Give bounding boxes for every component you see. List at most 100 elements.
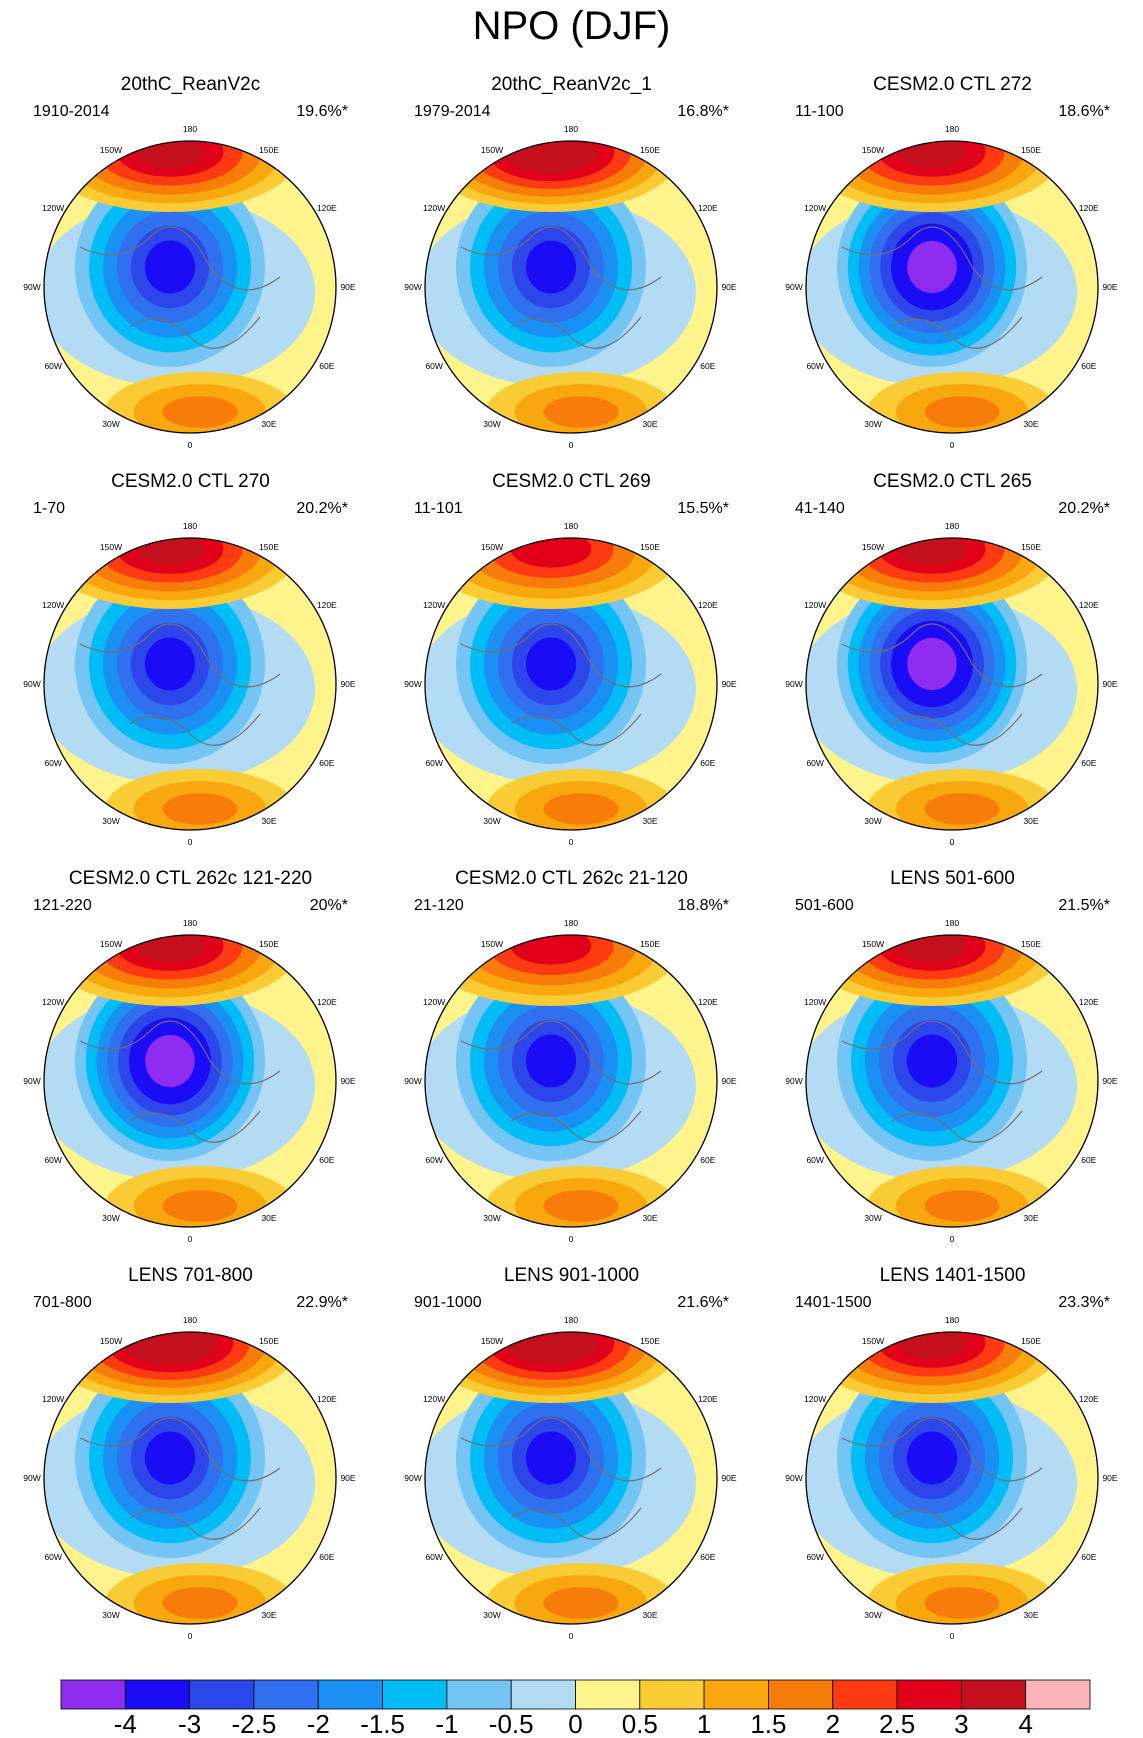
map-panel: 180 150E 120E 90E 60E 30E 0 30W 60W 90W 120W 150W CE…	[762, 469, 1143, 866]
positive-contour	[148, 1333, 192, 1353]
longitude-label: 30E	[261, 1610, 276, 1620]
negative-contour	[525, 240, 577, 294]
colorbar-label: -3	[178, 1709, 201, 1738]
longitude-label: 150E	[259, 542, 279, 552]
coastline	[79, 1417, 281, 1540]
panel-variance: 16.8%*	[677, 103, 729, 120]
coastline	[460, 623, 662, 746]
longitude-label: 60W	[425, 1552, 442, 1562]
longitude-label: 90W	[404, 1076, 421, 1086]
longitude-label: 30W	[483, 816, 500, 826]
positive-contour	[529, 142, 573, 162]
colorbar-label: -1	[435, 1709, 458, 1738]
positive-contour	[924, 1587, 1000, 1619]
longitude-label: 60E	[1081, 361, 1096, 371]
longitude-label: 90E	[721, 679, 736, 689]
negative-contour	[907, 240, 957, 294]
longitude-label: 60E	[1081, 758, 1096, 768]
longitude-label: 0	[569, 837, 574, 847]
polar-map: 180 150E 120E 90E 60E 30E 0 30W 60W 90W 120W 150W	[785, 1315, 1118, 1641]
negative-contour	[145, 1034, 195, 1088]
longitude-label: 60E	[700, 1155, 715, 1165]
longitude-label: 150E	[1021, 939, 1041, 949]
longitude-label: 30E	[642, 419, 657, 429]
map-boundary	[805, 537, 1099, 831]
longitude-label: 150W	[100, 939, 122, 949]
panel-variance: 22.9%*	[296, 1294, 348, 1311]
longitude-label: 120E	[698, 203, 718, 213]
coastline	[460, 1020, 662, 1143]
longitude-label: 60W	[44, 1155, 61, 1165]
panel-period: 11-100	[795, 103, 844, 120]
longitude-label: 90E	[340, 282, 355, 292]
longitude-label: 60W	[44, 758, 61, 768]
coastline	[79, 1020, 281, 1143]
panel-title: LENS 901-1000	[503, 1265, 640, 1286]
longitude-label: 90E	[721, 1473, 736, 1483]
colorbar-swatch	[1025, 1679, 1091, 1710]
longitude-label: 90W	[785, 282, 802, 292]
panel-variance: 20.2%*	[296, 500, 348, 517]
longitude-label: 90W	[785, 1473, 802, 1483]
longitude-label: 150E	[259, 145, 279, 155]
longitude-label: 120E	[317, 997, 337, 1007]
colorbar-swatch	[832, 1679, 898, 1710]
map-panel: 180 150E 120E 90E 60E 30E 0 30W 60W 90W 120W 150W 20…	[0, 72, 381, 469]
map-boundary	[805, 1331, 1099, 1625]
longitude-label: 150W	[100, 1336, 122, 1346]
positive-contour	[543, 793, 619, 825]
polar-map: 180 150E 120E 90E 60E 30E 0 30W 60W 90W 120W 150W	[404, 521, 737, 847]
longitude-label: 90W	[23, 1076, 40, 1086]
panel-title: CESM2.0 CTL 270	[111, 471, 270, 492]
longitude-label: 90W	[23, 1473, 40, 1483]
colorbar-label: 0	[568, 1709, 582, 1738]
polar-map: 180 150E 120E 90E 60E 30E 0 30W 60W 90W 120W 150W	[785, 521, 1118, 847]
longitude-label: 90E	[340, 1473, 355, 1483]
longitude-label: 150W	[481, 1336, 503, 1346]
panel-variance: 20.2%*	[1058, 500, 1110, 517]
longitude-label: 90E	[1102, 1076, 1117, 1086]
longitude-label: 150E	[259, 939, 279, 949]
longitude-label: 60E	[700, 361, 715, 371]
longitude-label: 180	[945, 1315, 959, 1325]
panel-variance: 18.6%*	[1058, 103, 1110, 120]
positive-contour	[924, 793, 1000, 825]
longitude-label: 30W	[864, 816, 881, 826]
longitude-label: 120E	[698, 997, 718, 1007]
longitude-label: 180	[564, 918, 578, 928]
positive-contour	[924, 396, 1000, 428]
longitude-label: 30W	[864, 1213, 881, 1223]
longitude-label: 180	[564, 1315, 578, 1325]
longitude-label: 120W	[804, 203, 826, 213]
longitude-label: 0	[569, 1234, 574, 1244]
longitude-label: 30W	[483, 1610, 500, 1620]
longitude-label: 90E	[721, 1076, 736, 1086]
colorbar-swatch	[639, 1679, 705, 1710]
colorbar-swatch	[317, 1679, 383, 1710]
longitude-label: 60W	[806, 758, 823, 768]
panel-title: 20thC_ReanV2c_1	[491, 74, 652, 95]
panel-title: 20thC_ReanV2c	[120, 74, 261, 95]
coastline	[79, 623, 281, 746]
longitude-label: 30E	[1023, 1610, 1038, 1620]
colorbar-label: 2	[826, 1709, 840, 1738]
main-title: NPO (DJF)	[472, 4, 671, 48]
longitude-label: 150W	[100, 145, 122, 155]
colorbar-swatch	[189, 1679, 255, 1710]
longitude-label: 120E	[317, 203, 337, 213]
polar-map: 180 150E 120E 90E 60E 30E 0 30W 60W 90W 120W 150W	[404, 1315, 737, 1641]
longitude-label: 90W	[23, 282, 40, 292]
colorbar-label: 4	[1018, 1709, 1032, 1738]
longitude-label: 0	[188, 1234, 193, 1244]
colorbar-swatch	[896, 1679, 962, 1710]
longitude-label: 180	[183, 124, 197, 134]
map-panel: 180 150E 120E 90E 60E 30E 0 30W 60W 90W 120W 150W LE…	[762, 866, 1143, 1263]
longitude-label: 60W	[425, 758, 442, 768]
positive-contour	[543, 396, 619, 428]
longitude-label: 150W	[481, 145, 503, 155]
negative-contour	[525, 1034, 577, 1088]
map-panel: 180 150E 120E 90E 60E 30E 0 30W 60W 90W 120W 150W CE…	[381, 469, 762, 866]
longitude-label: 30E	[642, 816, 657, 826]
map-panel: 180 150E 120E 90E 60E 30E 0 30W 60W 90W 120W 150W 20…	[381, 72, 762, 469]
longitude-label: 120E	[317, 1394, 337, 1404]
